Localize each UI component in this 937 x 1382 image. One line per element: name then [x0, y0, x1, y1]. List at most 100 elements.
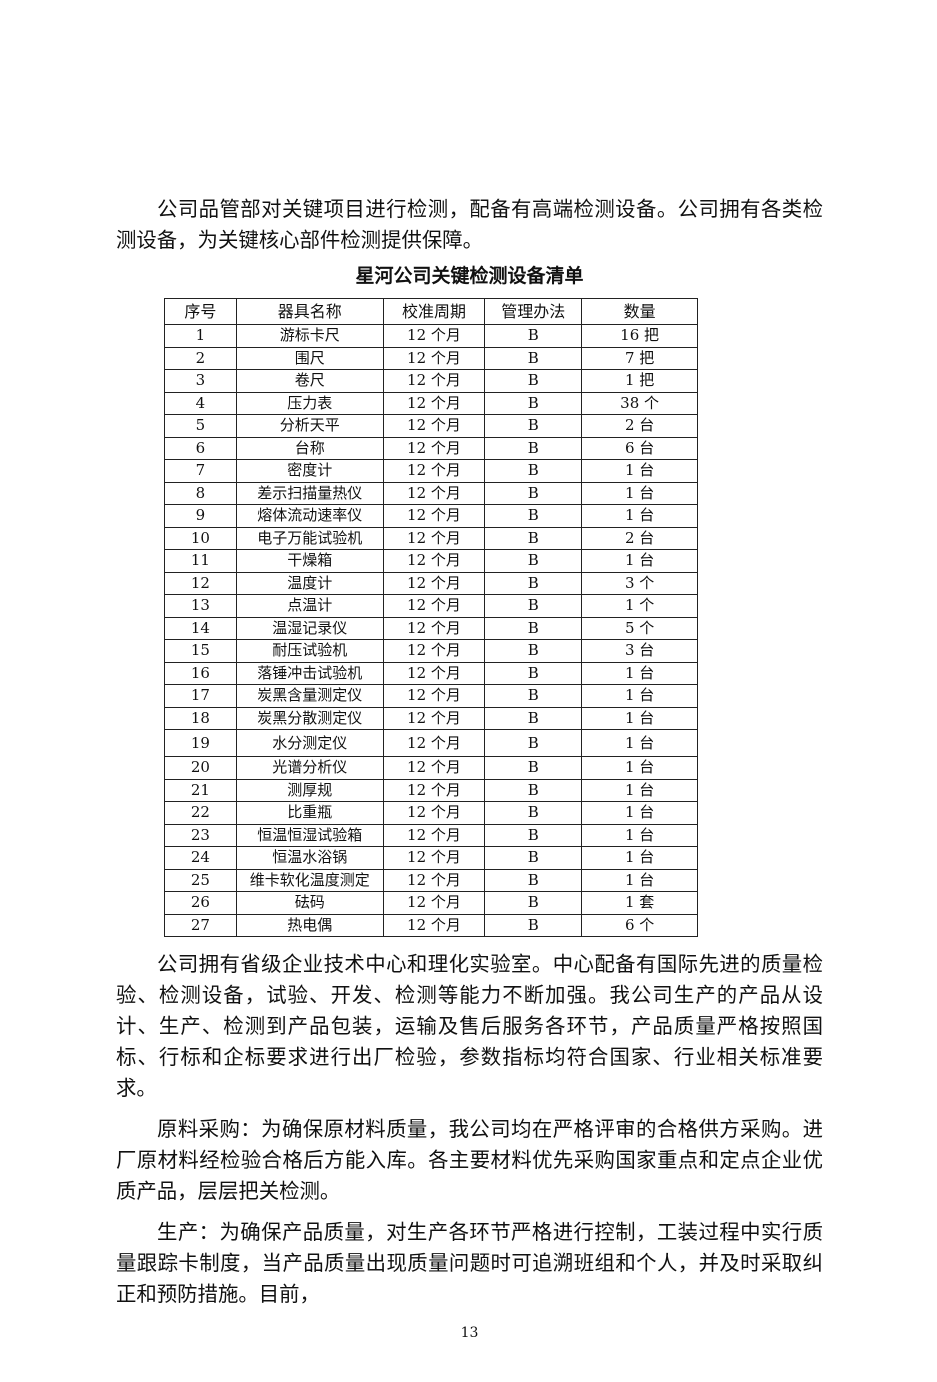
cell-name: 炭黑含量测定仪	[235, 684, 384, 708]
cell-index: 10	[164, 526, 237, 550]
table-row: 7 密度计 12 个月 B 1 台	[164, 459, 698, 483]
cell-index: 23	[164, 823, 237, 847]
cell-index: 15	[164, 639, 237, 663]
cell-quantity: 1 个	[581, 594, 698, 618]
cell-name: 温度计	[235, 571, 384, 595]
cell-name: 干燥箱	[235, 549, 384, 573]
cell-name: 熔体流动速率仪	[235, 504, 384, 528]
cell-name: 卷尺	[235, 369, 384, 393]
cell-index: 7	[164, 459, 237, 483]
table-row: 23 恒温恒湿试验箱 12 个月 B 1 台	[164, 823, 698, 847]
table-row: 1 游标卡尺 12 个月 B 16 把	[164, 324, 698, 348]
cell-calibration: 12 个月	[382, 369, 486, 393]
cell-calibration: 12 个月	[382, 346, 486, 370]
table-row: 13 点温计 12 个月 B 1 个	[164, 594, 698, 618]
cell-quantity: 6 个	[581, 913, 698, 937]
cell-quantity: 3 台	[581, 639, 698, 663]
cell-name: 恒温水浴锅	[235, 846, 384, 870]
cell-quantity: 1 台	[581, 823, 698, 847]
cell-name: 电子万能试验机	[235, 526, 384, 550]
cell-index: 1	[164, 324, 237, 348]
cell-management: B	[484, 891, 583, 915]
cell-calibration: 12 个月	[382, 459, 486, 483]
cell-management: B	[484, 778, 583, 802]
cell-calibration: 12 个月	[382, 868, 486, 892]
cell-index: 26	[164, 891, 237, 915]
cell-index: 6	[164, 436, 237, 460]
cell-index: 11	[164, 549, 237, 573]
cell-management: B	[484, 436, 583, 460]
table-row: 27 热电偶 12 个月 B 6 个	[164, 913, 698, 937]
cell-calibration: 12 个月	[382, 481, 486, 505]
cell-calibration: 12 个月	[382, 756, 486, 780]
cell-calibration: 12 个月	[382, 504, 486, 528]
cell-management: B	[484, 324, 583, 348]
cell-quantity: 1 套	[581, 891, 698, 915]
table-row: 11 干燥箱 12 个月 B 1 台	[164, 549, 698, 573]
table-row: 20 光谱分析仪 12 个月 B 1 台	[164, 756, 698, 780]
cell-calibration: 12 个月	[382, 639, 486, 663]
cell-index: 18	[164, 706, 237, 730]
cell-quantity: 16 把	[581, 324, 698, 348]
cell-index: 5	[164, 414, 237, 438]
cell-index: 27	[164, 913, 237, 937]
cell-quantity: 38 个	[581, 391, 698, 415]
cell-calibration: 12 个月	[382, 913, 486, 937]
cell-name: 恒温恒湿试验箱	[235, 823, 384, 847]
cell-index: 14	[164, 616, 237, 640]
cell-name: 落锤冲击试验机	[235, 661, 384, 685]
cell-management: B	[484, 571, 583, 595]
cell-management: B	[484, 414, 583, 438]
cell-quantity: 1 台	[581, 801, 698, 825]
cell-quantity: 6 台	[581, 436, 698, 460]
cell-calibration: 12 个月	[382, 801, 486, 825]
cell-quantity: 1 台	[581, 481, 698, 505]
cell-calibration: 12 个月	[382, 549, 486, 573]
table-row: 16 落锤冲击试验机 12 个月 B 1 台	[164, 661, 698, 685]
cell-calibration: 12 个月	[382, 729, 486, 757]
cell-calibration: 12 个月	[382, 661, 486, 685]
cell-quantity: 1 台	[581, 729, 698, 757]
cell-calibration: 12 个月	[382, 526, 486, 550]
cell-quantity: 3 个	[581, 571, 698, 595]
table-row: 18 炭黑分散测定仪 12 个月 B 1 台	[164, 706, 698, 730]
cell-management: B	[484, 481, 583, 505]
cell-calibration: 12 个月	[382, 436, 486, 460]
cell-index: 25	[164, 868, 237, 892]
cell-management: B	[484, 756, 583, 780]
header-quantity: 数量	[581, 298, 698, 325]
cell-quantity: 1 台	[581, 756, 698, 780]
cell-calibration: 12 个月	[382, 391, 486, 415]
cell-quantity: 1 台	[581, 549, 698, 573]
cell-index: 12	[164, 571, 237, 595]
cell-index: 16	[164, 661, 237, 685]
cell-quantity: 7 把	[581, 346, 698, 370]
cell-calibration: 12 个月	[382, 414, 486, 438]
table-row: 22 比重瓶 12 个月 B 1 台	[164, 801, 698, 825]
cell-index: 9	[164, 504, 237, 528]
cell-calibration: 12 个月	[382, 616, 486, 640]
cell-management: B	[484, 459, 583, 483]
cell-name: 密度计	[235, 459, 384, 483]
table-wrapper: 序号 器具名称 校准周期 管理办法 数量 1 游标卡尺 12 个月 B 16 把 2 围尺 1…	[116, 298, 823, 937]
cell-management: B	[484, 684, 583, 708]
center-paragraph: 公司拥有省级企业技术中心和理化实验室。中心配备有国际先进的质量检验、检测设备，试…	[116, 952, 823, 1100]
table-row: 8 差示扫描量热仪 12 个月 B 1 台	[164, 481, 698, 505]
cell-quantity: 1 台	[581, 504, 698, 528]
cell-quantity: 1 台	[581, 778, 698, 802]
cell-name: 分析天平	[235, 414, 384, 438]
cell-name: 围尺	[235, 346, 384, 370]
cell-calibration: 12 个月	[382, 684, 486, 708]
cell-calibration: 12 个月	[382, 324, 486, 348]
header-calibration: 校准周期	[382, 298, 486, 325]
table-row: 25 维卡软化温度测定 12 个月 B 1 台	[164, 868, 698, 892]
cell-management: B	[484, 661, 583, 685]
cell-quantity: 1 台	[581, 868, 698, 892]
cell-management: B	[484, 594, 583, 618]
cell-name: 砝码	[235, 891, 384, 915]
cell-management: B	[484, 846, 583, 870]
cell-index: 13	[164, 594, 237, 618]
cell-calibration: 12 个月	[382, 706, 486, 730]
cell-index: 19	[164, 729, 237, 757]
